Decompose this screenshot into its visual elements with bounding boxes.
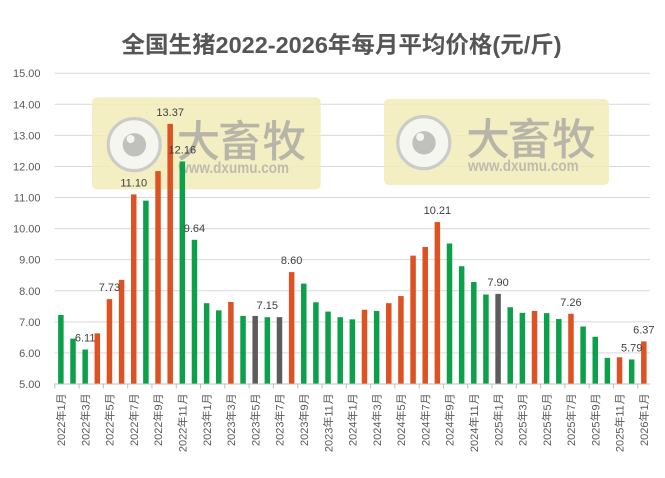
svg-text:9: 9 [299,404,311,410]
svg-text:7: 7 [566,404,578,410]
svg-text:7: 7 [420,404,432,410]
svg-text:5: 5 [396,404,408,410]
svg-text:9: 9 [445,404,457,410]
svg-text:3: 3 [80,404,92,410]
svg-text:11: 11 [323,405,335,416]
svg-text:2024: 2024 [469,428,481,452]
svg-text:11: 11 [469,405,481,416]
svg-text:7: 7 [129,404,141,410]
svg-text:2023: 2023 [202,422,214,446]
svg-text:5.00: 5.00 [19,379,40,391]
svg-text:11.00: 11.00 [14,193,41,205]
svg-text:1: 1 [639,404,651,410]
svg-text:2024: 2024 [445,422,457,446]
svg-text:6.00: 6.00 [19,348,40,360]
svg-text:5: 5 [250,404,262,410]
svg-text:2024: 2024 [420,422,432,446]
svg-text:9: 9 [590,404,602,410]
svg-text:2023: 2023 [275,422,287,446]
svg-text:2023: 2023 [323,428,335,452]
svg-text:2022: 2022 [178,428,190,452]
svg-text:11.10: 11.10 [120,177,147,189]
svg-text:2025: 2025 [590,422,602,446]
svg-text:7: 7 [275,404,287,410]
svg-text:11: 11 [178,405,190,416]
svg-text:7.15: 7.15 [257,300,278,312]
svg-text:2024: 2024 [372,422,384,446]
svg-text:): ) [554,32,562,58]
svg-text:1: 1 [493,404,505,410]
svg-text:2025: 2025 [566,422,578,446]
svg-text:2025: 2025 [542,422,554,446]
svg-text:2022: 2022 [153,422,165,446]
svg-text:13.37: 13.37 [156,107,184,119]
svg-text:2022: 2022 [56,422,68,446]
svg-text:9: 9 [153,404,165,410]
svg-text:2025: 2025 [615,428,627,452]
svg-text:2024: 2024 [396,422,408,446]
svg-text:6.37: 6.37 [633,324,654,336]
svg-text:6.11: 6.11 [75,333,96,345]
svg-text:1: 1 [348,404,360,410]
svg-text:(: ( [492,32,500,58]
svg-text:8.00: 8.00 [19,286,40,298]
svg-text:14.00: 14.00 [13,99,41,111]
svg-text:2026: 2026 [639,422,651,446]
svg-text:3: 3 [226,404,238,410]
svg-text:5: 5 [105,404,117,410]
svg-text:5: 5 [542,404,554,410]
svg-text:7.73: 7.73 [99,282,120,294]
svg-text:2022: 2022 [129,422,141,446]
svg-text:12.00: 12.00 [13,161,41,173]
svg-text:2024: 2024 [348,422,360,446]
svg-text:3: 3 [372,404,384,410]
svg-text:10.21: 10.21 [424,205,452,217]
svg-text:www.dxumu.com: www.dxumu.com [467,158,579,175]
svg-text:7.26: 7.26 [560,297,581,309]
svg-text:7.00: 7.00 [19,317,40,329]
svg-text:2023: 2023 [226,422,238,446]
svg-text:9.64: 9.64 [184,223,205,235]
svg-text:11: 11 [615,405,627,416]
svg-text:9.00: 9.00 [19,255,40,267]
svg-text:2023: 2023 [299,422,311,446]
svg-text:2025: 2025 [518,422,530,446]
svg-text:/: / [524,32,531,58]
svg-text:2023: 2023 [250,422,262,446]
svg-text:1: 1 [56,404,68,410]
svg-text:13.00: 13.00 [13,130,41,142]
svg-text:2022: 2022 [105,422,117,446]
svg-text:7.90: 7.90 [487,277,508,289]
svg-text:8.60: 8.60 [281,255,302,267]
svg-text:5.79: 5.79 [621,342,642,354]
svg-text:2025: 2025 [493,422,505,446]
svg-text:2022: 2022 [80,422,92,446]
svg-text:2022-2026: 2022-2026 [216,32,328,58]
svg-text:3: 3 [518,404,530,410]
svg-text:15.00: 15.00 [13,68,41,80]
svg-text:10.00: 10.00 [13,224,41,236]
svg-text:1: 1 [202,404,214,410]
svg-text:12.16: 12.16 [169,144,197,156]
